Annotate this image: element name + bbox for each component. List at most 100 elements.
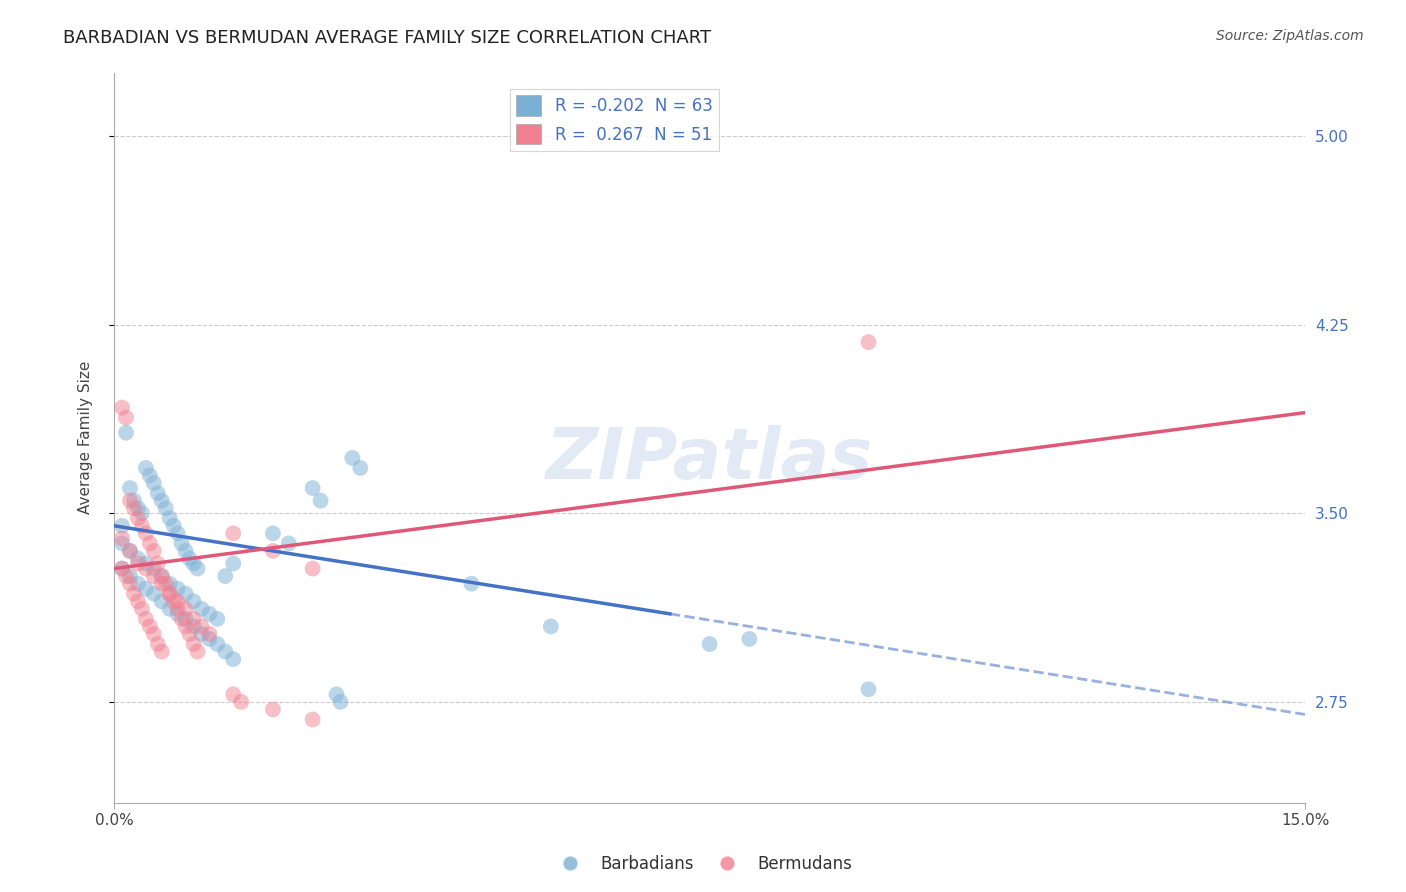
Point (131, 506, 153, 520)
Point (135, 561, 157, 575)
Point (111, 401, 134, 415)
Point (207, 612, 229, 626)
Point (118, 576, 141, 591)
Point (115, 569, 138, 583)
Point (183, 557, 205, 571)
Point (301, 481, 323, 495)
Point (166, 594, 188, 608)
Point (163, 518, 186, 533)
Point (139, 536, 162, 550)
Point (207, 637, 229, 651)
Point (174, 602, 197, 616)
Point (159, 587, 181, 601)
Point (186, 644, 208, 658)
Point (183, 619, 205, 633)
Point (135, 582, 157, 596)
Point (342, 450, 364, 465)
Point (111, 561, 134, 575)
Point (170, 612, 193, 626)
Point (190, 627, 212, 641)
Point (115, 425, 138, 440)
Point (131, 518, 153, 533)
Point (131, 602, 153, 616)
Y-axis label: Average Family Size: Average Family Size (79, 361, 93, 515)
Point (139, 468, 162, 483)
Point (198, 627, 221, 641)
Point (122, 493, 145, 508)
Point (214, 569, 236, 583)
Point (150, 576, 173, 591)
Point (231, 695, 253, 709)
Point (262, 526, 284, 541)
Point (222, 687, 245, 701)
Point (111, 561, 134, 575)
Point (155, 576, 177, 591)
Point (142, 544, 165, 558)
Point (699, 637, 721, 651)
Point (127, 551, 149, 566)
Text: Source: ZipAtlas.com: Source: ZipAtlas.com (1216, 29, 1364, 44)
Point (222, 557, 245, 571)
Point (166, 602, 188, 616)
Point (309, 493, 332, 508)
Point (174, 587, 197, 601)
Point (163, 594, 186, 608)
Point (150, 569, 173, 583)
Text: BARBADIAN VS BERMUDAN AVERAGE FAMILY SIZE CORRELATION CHART: BARBADIAN VS BERMUDAN AVERAGE FAMILY SIZ… (63, 29, 711, 47)
Point (135, 461, 157, 475)
Point (150, 644, 173, 658)
Point (858, 682, 880, 697)
Point (118, 569, 141, 583)
Point (325, 687, 347, 701)
Point (146, 557, 169, 571)
Point (146, 637, 169, 651)
Point (738, 632, 761, 646)
Point (159, 587, 181, 601)
Point (159, 576, 181, 591)
Point (166, 526, 188, 541)
Point (186, 561, 208, 575)
Point (127, 557, 149, 571)
Point (183, 637, 205, 651)
Point (858, 335, 880, 350)
Point (111, 536, 134, 550)
Legend: Barbadians, Bermudans: Barbadians, Bermudans (547, 848, 859, 880)
Point (135, 612, 157, 626)
Point (142, 476, 165, 491)
Point (142, 587, 165, 601)
Point (170, 536, 193, 550)
Point (179, 627, 201, 641)
Point (150, 493, 173, 508)
Point (127, 594, 149, 608)
Point (118, 544, 141, 558)
Point (142, 569, 165, 583)
Point (142, 627, 165, 641)
Point (118, 481, 141, 495)
Point (142, 561, 165, 575)
Point (127, 501, 149, 516)
Point (198, 632, 221, 646)
Point (174, 544, 197, 558)
Point (222, 652, 245, 666)
Point (174, 619, 197, 633)
Point (166, 607, 188, 621)
Point (155, 501, 177, 516)
Point (159, 602, 181, 616)
Point (183, 612, 205, 626)
Point (222, 526, 245, 541)
Point (301, 713, 323, 727)
Point (183, 594, 205, 608)
Point (159, 511, 181, 525)
Point (277, 536, 299, 550)
Point (135, 526, 157, 541)
Text: ZIPatlas: ZIPatlas (546, 425, 873, 494)
Point (301, 561, 323, 575)
Point (262, 702, 284, 716)
Point (135, 557, 157, 571)
Point (118, 493, 141, 508)
Point (179, 551, 201, 566)
Point (262, 544, 284, 558)
Point (150, 594, 173, 608)
Point (111, 532, 134, 546)
Point (190, 619, 212, 633)
